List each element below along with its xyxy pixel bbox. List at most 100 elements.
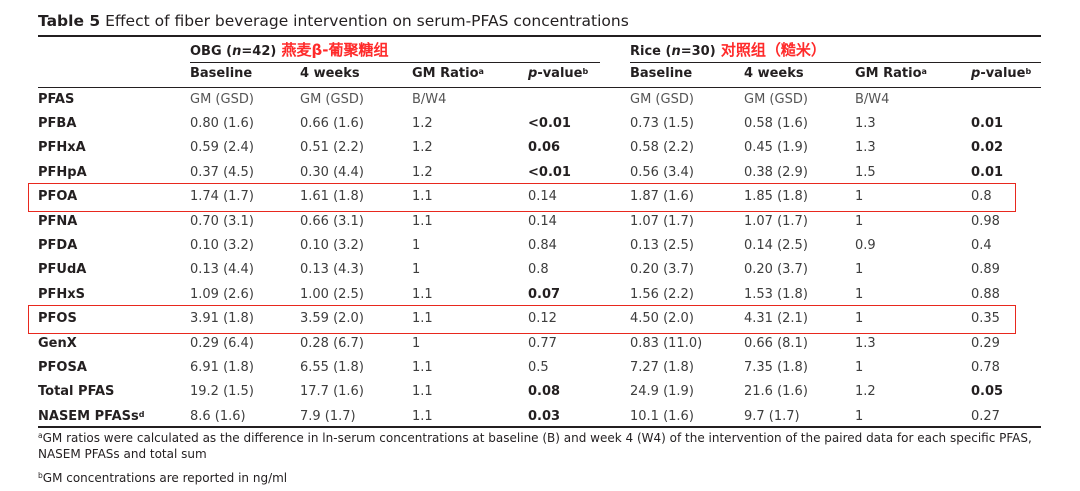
table-cell: 0.01 (971, 164, 1004, 180)
row-label: Total PFAS (38, 383, 114, 401)
table-cell: 0.56 (3.4) (630, 164, 694, 180)
table-cell: 0.07 (528, 286, 561, 302)
table-cell: 0.66 (8.1) (744, 335, 808, 351)
table-cell: 24.9 (1.9) (630, 384, 694, 400)
footnote-marker: b (38, 471, 43, 480)
table-cell: 1.3 (855, 335, 876, 351)
group-name: OBG ( (190, 44, 233, 59)
table-cell: 1.85 (1.8) (744, 189, 808, 205)
table-cell: 1 (412, 262, 421, 278)
row-label: PFOS (38, 310, 77, 328)
unit-cell: B/W4 (855, 92, 890, 107)
table-cell: 0.37 (4.5) (190, 164, 254, 180)
table-cell: 1.53 (1.8) (744, 286, 808, 302)
row-label: PFUdA (38, 261, 86, 279)
table-cell: 0.58 (1.6) (744, 116, 808, 131)
table-cell: 0.01 (971, 116, 1004, 131)
table-cell: 8.6 (1.6) (190, 408, 246, 424)
table-cell: 0.20 (3.7) (630, 262, 694, 278)
group-rule-rice (630, 62, 1041, 63)
table-cell: 3.91 (1.8) (190, 311, 254, 327)
table-cell: 1.3 (855, 140, 876, 156)
row-label-text: PFOSA (38, 360, 87, 375)
row-label-text: Total PFAS (38, 384, 115, 400)
table-cell: 0.03 (528, 408, 561, 424)
row-label: PFBA (38, 115, 76, 133)
column-header: Baseline (630, 65, 692, 83)
group-name: Rice ( (630, 44, 672, 59)
table-cell: 6.91 (1.8) (190, 360, 254, 375)
column-header-italic: p (971, 66, 981, 81)
table-cell: 7.9 (1.7) (300, 408, 356, 424)
column-header-text: GM Ratio (412, 66, 479, 81)
table-cell: 0.14 (528, 213, 557, 229)
table-cell: 0.59 (2.4) (190, 140, 254, 156)
column-header: 4 weeks (300, 65, 360, 83)
table-label: Table 5 (38, 12, 101, 30)
unit-cell: GM (GSD) (744, 92, 808, 107)
table-cell: 0.12 (528, 311, 557, 327)
column-header-text: Baseline (630, 66, 693, 81)
table-cell: 1.2 (412, 140, 433, 156)
footnote-marker: b (1025, 67, 1032, 76)
table-cell: 0.10 (3.2) (300, 238, 364, 253)
table-cell: 6.55 (1.8) (300, 360, 364, 375)
table-cell: 0.73 (1.5) (630, 116, 694, 131)
row-label-text: PFBA (38, 116, 77, 131)
table-cell: 7.27 (1.8) (630, 360, 694, 375)
table-cell: 0.66 (3.1) (300, 213, 364, 229)
row-label-text: PFDA (38, 238, 78, 253)
footnote: bGM concentrations are reported in ng/ml (38, 470, 287, 486)
table-cell: 1.09 (2.6) (190, 286, 254, 302)
row-label-text: PFHxA (38, 140, 86, 156)
group-rule-obg (190, 62, 600, 63)
row-label: PFHpA (38, 164, 87, 182)
table-cell: 0.10 (3.2) (190, 238, 254, 253)
group-header: Rice (n=30) 对照组（糙米） (630, 41, 826, 61)
footnote-text: NASEM PFASs and total sum (38, 447, 207, 461)
row-label-text: PFOA (38, 189, 78, 205)
table-cell: 0.05 (971, 384, 1004, 400)
column-header-text: -value (980, 66, 1026, 81)
table-cell: 4.31 (2.1) (744, 311, 808, 327)
table-cell: 1.00 (2.5) (300, 286, 364, 302)
table-cell: 1.5 (855, 164, 876, 180)
footnote-marker: a (921, 67, 927, 76)
table-cell: 0.83 (11.0) (630, 335, 703, 351)
table-cell: 0.45 (1.9) (744, 140, 808, 156)
table-cell: 1 (855, 213, 864, 229)
table-cell: 1.87 (1.6) (630, 189, 694, 205)
table-cell: 0.20 (3.7) (744, 262, 808, 278)
row-label-text: PFHxS (38, 286, 86, 302)
column-header: Baseline (190, 65, 252, 83)
table-cell: 0.14 (2.5) (744, 238, 808, 253)
table-cell: 7.35 (1.8) (744, 360, 808, 375)
row-label: PFOSA (38, 359, 87, 377)
table-cell: 1.1 (412, 408, 433, 424)
table-cell: 0.13 (2.5) (630, 238, 694, 253)
table-cell: 1.07 (1.7) (630, 213, 694, 229)
table-cell: 0.08 (528, 384, 561, 400)
unit-cell: GM (GSD) (630, 92, 694, 107)
group-n-value: =30) (680, 44, 716, 59)
table-cell: 0.06 (528, 140, 561, 156)
table-cell: 1.1 (412, 213, 433, 229)
table-cell: 1.2 (855, 384, 876, 400)
table-cell: 0.13 (4.4) (190, 262, 254, 278)
table-cell: 0.84 (528, 238, 557, 253)
table-cell: 21.6 (1.6) (744, 384, 808, 400)
group-n-value: =42) (241, 44, 277, 59)
footnote-marker: a (38, 431, 43, 440)
table-cell: 0.89 (971, 262, 1000, 278)
table-cell: 0.8 (528, 262, 549, 278)
table-cell: 0.02 (971, 140, 1004, 156)
footnote: aGM ratios were calculated as the differ… (38, 430, 1032, 446)
table-cell: 0.5 (528, 360, 549, 375)
row-label: PFNA (38, 213, 77, 231)
table-cell: 0.9 (855, 238, 876, 253)
unit-cell: GM (GSD) (300, 92, 364, 107)
row-label-text: GenX (38, 335, 77, 351)
table-cell: 17.7 (1.6) (300, 384, 364, 400)
table-cell: 1.1 (412, 384, 433, 400)
table-cell: 1.2 (412, 164, 433, 180)
